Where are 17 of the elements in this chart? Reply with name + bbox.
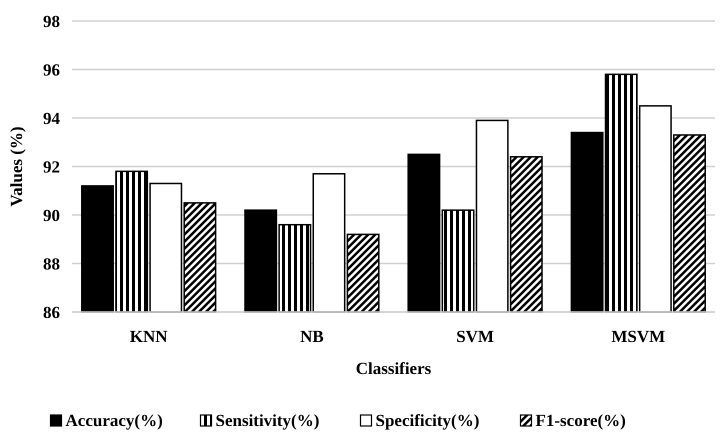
y-tick-label: 86 xyxy=(43,302,60,322)
y-tick-label: 92 xyxy=(43,157,60,176)
x-axis-title: Classifiers xyxy=(356,359,432,378)
y-tick-label: 90 xyxy=(43,206,60,225)
x-tick-label: SVM xyxy=(456,327,494,346)
legend-label: Sensitivity(%) xyxy=(216,411,320,430)
y-tick-label: 98 xyxy=(43,12,60,31)
legend-label: Accuracy(%) xyxy=(66,411,163,430)
y-axis-title: Values (%) xyxy=(7,126,26,207)
x-tick-label: KNN xyxy=(130,327,168,346)
x-tick-label: NB xyxy=(300,327,324,346)
y-tick-label: 88 xyxy=(43,254,60,274)
legend-label: Specificity(%) xyxy=(376,411,480,430)
y-tick-label: 94 xyxy=(43,108,60,128)
y-tick-label: 96 xyxy=(43,60,60,80)
legend-label: F1-score(%) xyxy=(536,411,626,430)
x-tick-label: MSVM xyxy=(611,327,666,346)
